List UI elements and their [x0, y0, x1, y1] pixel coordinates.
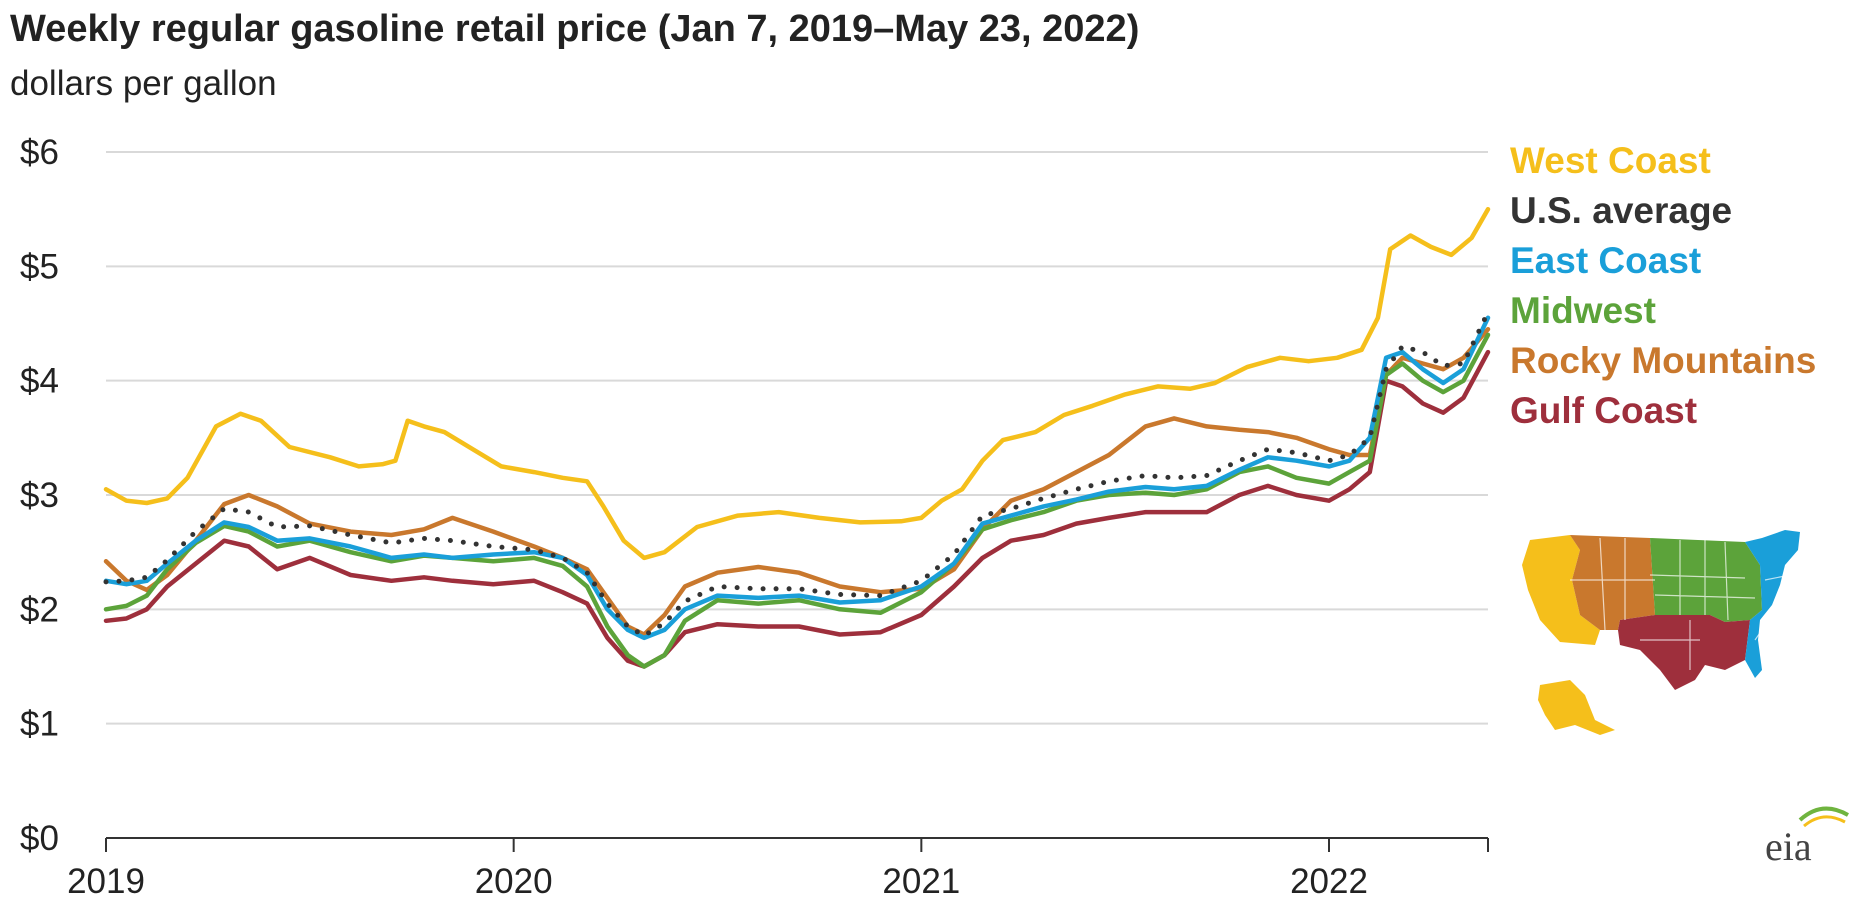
series-line-u-s-average [103, 309, 1491, 639]
axes: $0 $1 $2 $3 $4 $5 $6 2019 2020 2021 2022 [20, 133, 1489, 900]
map-region-alaska [1538, 680, 1615, 735]
series-line-west-coast [103, 206, 1491, 561]
series-line-rocky-mountains [103, 326, 1491, 637]
us-regions-map [1522, 530, 1800, 735]
gridlines [106, 151, 1488, 725]
chart-title: Weekly regular gasoline retail price (Ja… [10, 8, 1140, 50]
chart-subtitle: dollars per gallon [10, 64, 277, 103]
map-region-rocky-mountains [1570, 535, 1655, 630]
logo-text: eia [1765, 824, 1812, 869]
series-line-midwest [103, 332, 1491, 669]
legend-label-rocky-mountains: Rocky Mountains [1510, 340, 1817, 381]
legend-label-gulf-coast: Gulf Coast [1510, 390, 1698, 431]
map-region-west-coast [1522, 535, 1600, 645]
y-tick-label: $0 [20, 819, 59, 858]
series-line-east-coast [103, 315, 1491, 641]
legend-label-u-s-average: U.S. average [1510, 190, 1733, 231]
legend-label-west-coast: West Coast [1510, 140, 1711, 181]
y-tick-label: $6 [20, 133, 59, 172]
y-tick-label: $3 [20, 476, 59, 515]
x-tick-label: 2021 [882, 862, 960, 900]
map-region-midwest [1650, 538, 1762, 622]
legend-label-east-coast: East Coast [1510, 240, 1702, 281]
map-region-east-coast [1745, 530, 1800, 678]
x-tick-label: 2022 [1290, 862, 1368, 900]
y-tick-label: $1 [20, 705, 59, 744]
x-tick-label: 2019 [67, 862, 145, 900]
y-tick-label: $4 [20, 362, 59, 401]
y-tick-label: $5 [20, 247, 59, 286]
x-tick-label: 2020 [475, 862, 553, 900]
legend-label-midwest: Midwest [1510, 290, 1656, 331]
map-region-gulf-coast [1618, 615, 1750, 690]
series-lines [103, 206, 1491, 669]
logo-arc-yellow [1803, 815, 1846, 828]
series-line-gulf-coast [103, 349, 1491, 669]
logo-arc-green [1798, 806, 1849, 822]
y-tick-label: $2 [20, 590, 59, 629]
eia-logo: eia [1765, 806, 1849, 869]
